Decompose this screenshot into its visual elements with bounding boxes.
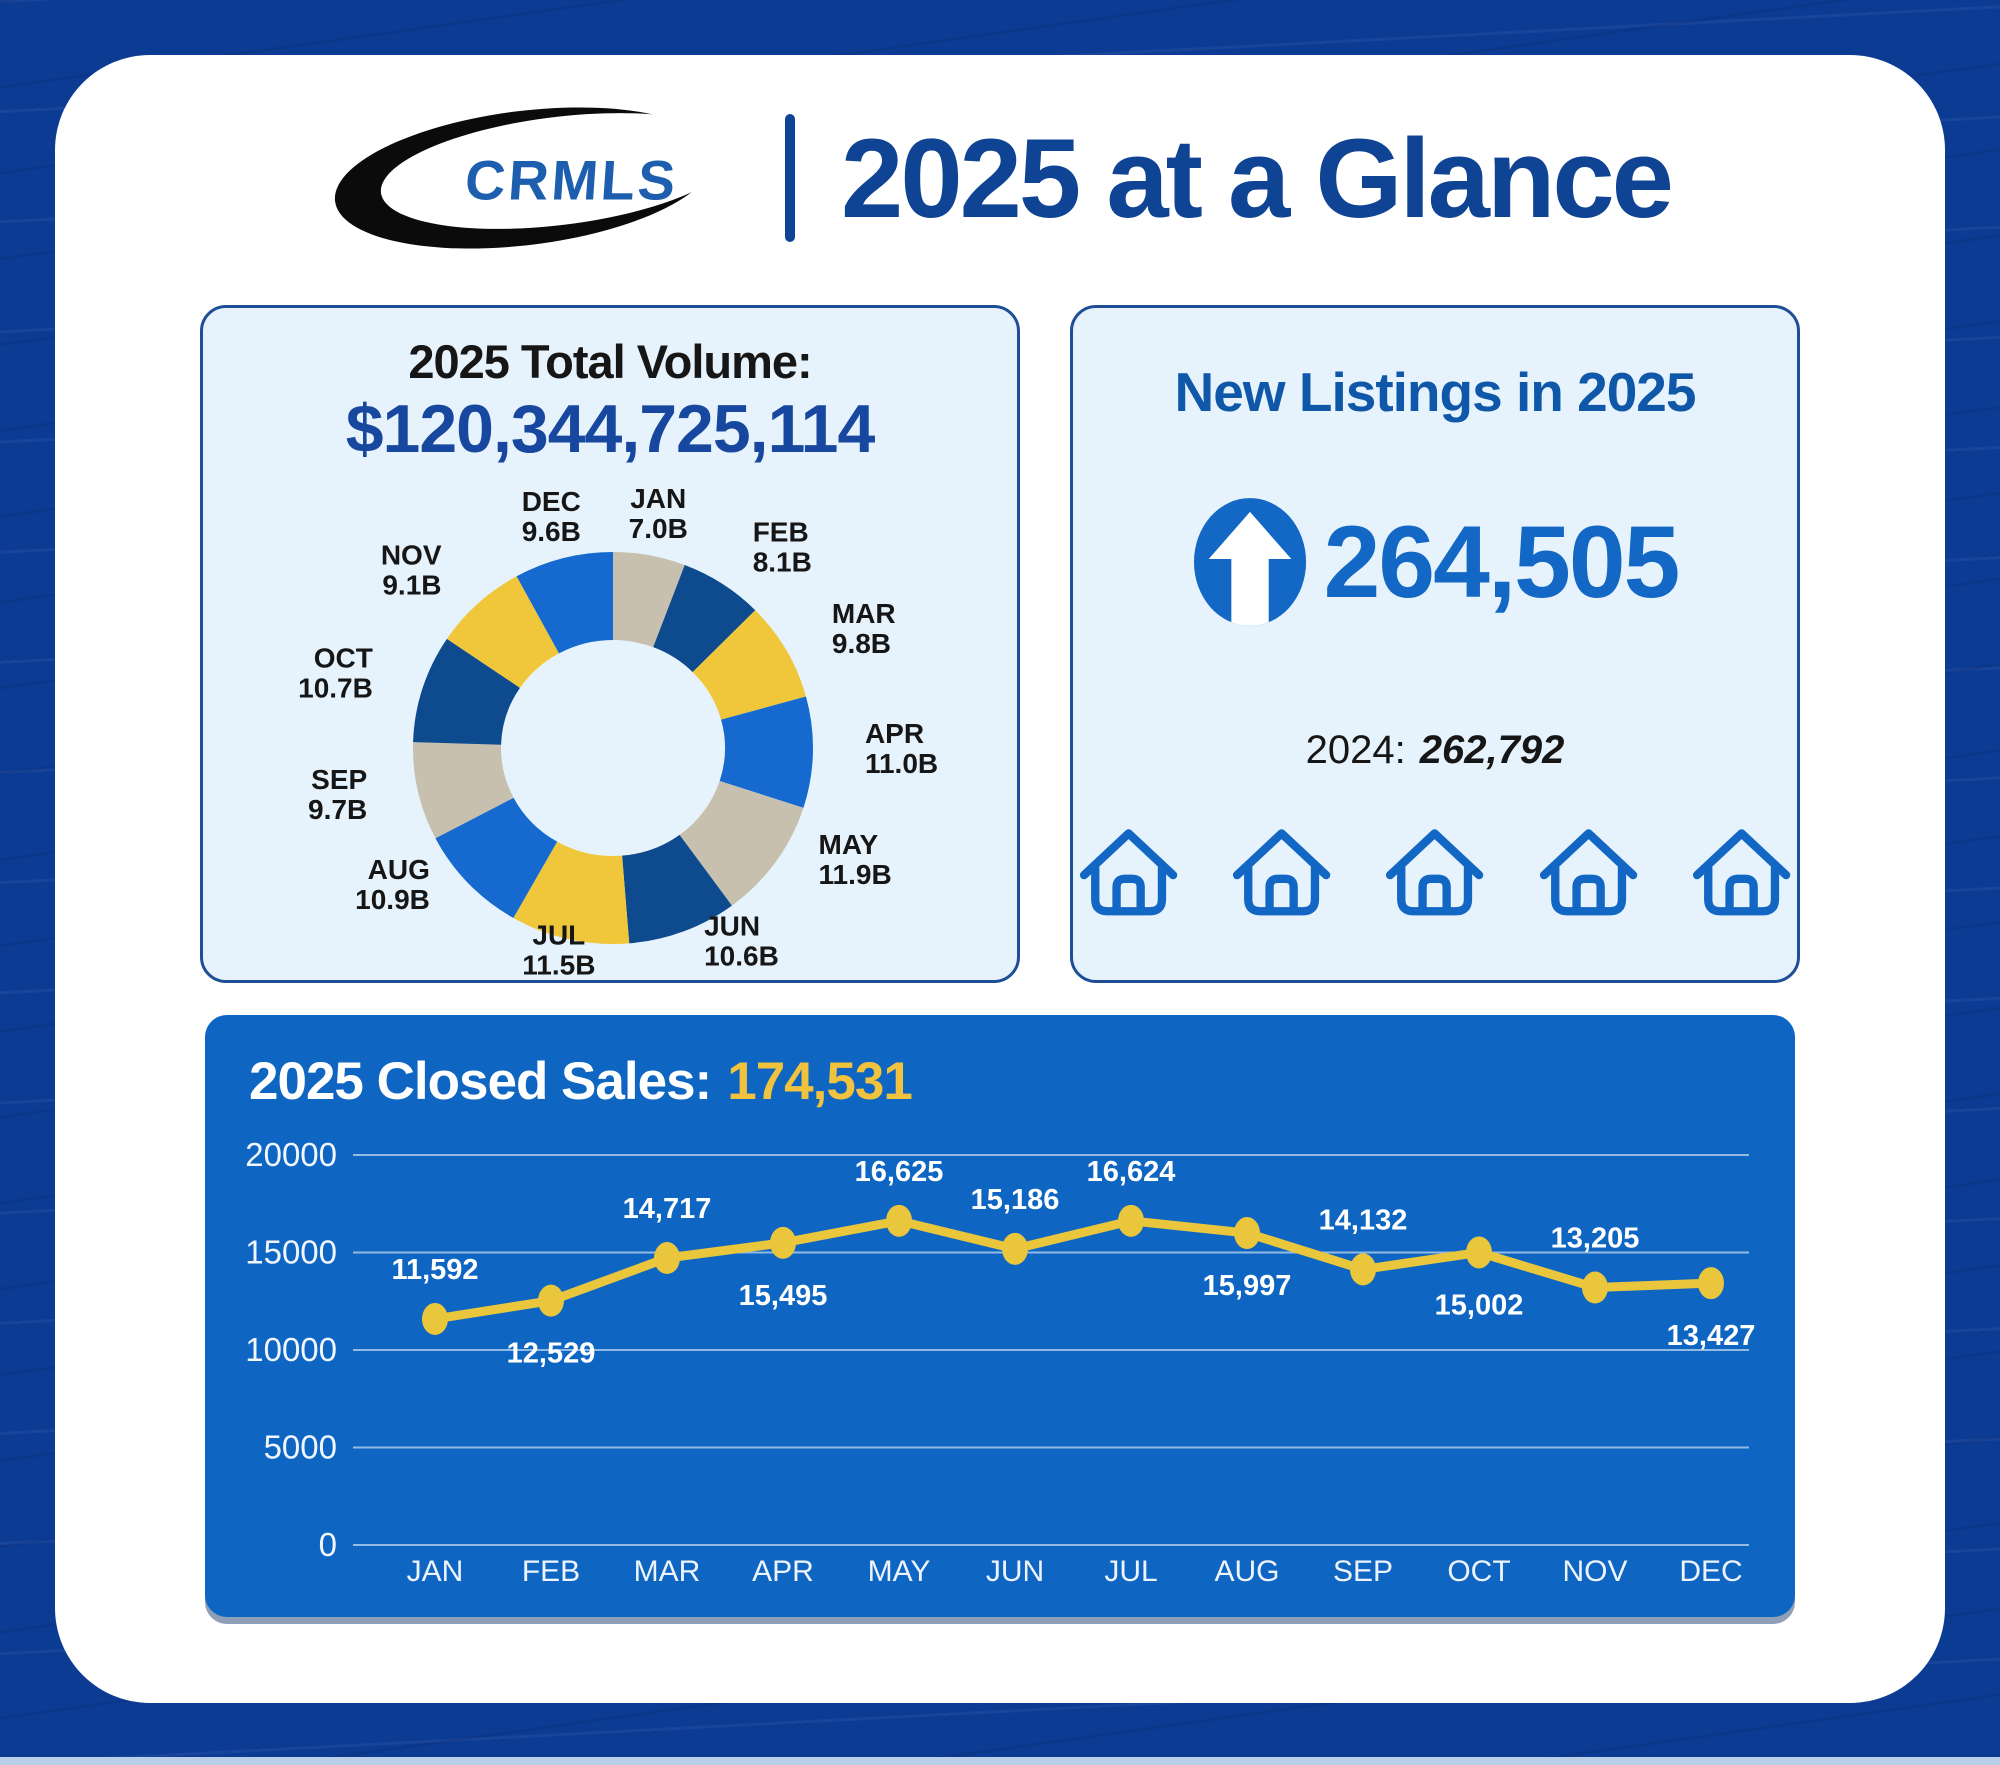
data-point-dec (1698, 1267, 1724, 1300)
closed-sales-heading: 2025 Closed Sales: 174,531 (249, 1051, 913, 1112)
page-title: 2025 at a Glance (841, 115, 1674, 241)
donut-slice-dec (516, 552, 613, 654)
x-axis-label-jan: JAN (407, 1555, 464, 1588)
x-axis-label-dec: DEC (1679, 1555, 1742, 1588)
bottom-accent-strip (0, 1757, 2000, 1765)
donut-slice-may (679, 780, 804, 906)
donut-label-jun: JUN 10.6B (704, 910, 779, 971)
new-listings-title: New Listings in 2025 (1174, 361, 1696, 423)
data-label-may: 16,625 (855, 1156, 944, 1188)
data-label-sep: 14,132 (1319, 1204, 1408, 1236)
data-point-aug (1234, 1217, 1260, 1250)
house-icon (1539, 829, 1637, 916)
data-label-apr: 15,495 (739, 1280, 828, 1312)
data-point-sep (1350, 1253, 1376, 1286)
donut-slice-aug (435, 797, 558, 918)
donut-slice-oct (413, 638, 520, 745)
y-axis-tick-0: 0 (319, 1526, 337, 1563)
previous-year-comparison: 2024: 262,792 (1073, 728, 1797, 773)
donut-slice-sep (413, 742, 514, 839)
crmls-logo: CRMLS (334, 107, 737, 249)
x-axis-label-nov: NOV (1562, 1555, 1627, 1588)
closed-sales-title: 2025 Closed Sales: (249, 1052, 712, 1111)
y-axis-tick-5000: 5000 (264, 1429, 337, 1466)
donut-label-dec: DEC 9.6B (522, 486, 581, 547)
data-label-jun: 15,186 (971, 1184, 1060, 1216)
y-axis-tick-10000: 10000 (245, 1331, 337, 1368)
donut-slice-jan (613, 552, 685, 648)
closed-sales-line (430, 1216, 1716, 1324)
donut-slice-feb (653, 565, 756, 673)
donut-slice-apr (719, 696, 813, 808)
new-listings-count: 264,505 (1323, 504, 1681, 619)
donut-label-aug: AUG 10.9B (355, 854, 430, 915)
previous-year-label: 2024: (1305, 728, 1406, 772)
x-axis-label-oct: OCT (1447, 1555, 1510, 1588)
data-point-nov (1582, 1271, 1608, 1304)
y-axis-tick-15000: 15000 (245, 1234, 337, 1271)
x-axis-label-sep: SEP (1333, 1555, 1393, 1588)
data-point-feb (538, 1284, 564, 1317)
house-icon (1079, 829, 1178, 916)
closed-sales-total: 174,531 (727, 1052, 913, 1111)
data-point-jan (422, 1302, 448, 1335)
y-axis-tick-20000: 20000 (245, 1136, 337, 1173)
data-point-jun (1002, 1232, 1028, 1265)
data-point-may (886, 1204, 912, 1237)
total-volume-panel: 2025 Total Volume: $120,344,725,114 JAN 7… (200, 305, 1020, 983)
donut-slice-mar (692, 610, 806, 720)
new-listings-panel: New Listings in 2025 264,505 2024: 262,79… (1070, 305, 1800, 983)
donut-label-jan: JAN 7.0B (629, 483, 688, 544)
data-label-nov: 13,205 (1551, 1223, 1640, 1255)
data-point-jul (1118, 1204, 1144, 1237)
closed-sales-line-chart: 0 5000 10000 15000 20000 11,592 JAN 12,529 FEB 14… (245, 1136, 1756, 1588)
content-card: CRMLS 2025 at a Glance 2025 Total Volume… (55, 55, 1945, 1703)
house-icon (1386, 829, 1484, 916)
donut-label-apr: APR 11.0B (865, 718, 938, 779)
donut-label-feb: FEB 8.1B (753, 516, 812, 577)
house-icon (1233, 829, 1331, 916)
donut-slice-jul (513, 841, 630, 944)
donut-slice-jun (622, 834, 732, 944)
logo-text: CRMLS (463, 148, 680, 211)
data-label-oct: 15,002 (1435, 1289, 1524, 1321)
house-icons-row (1073, 820, 1797, 920)
donut-label-sep: SEP 9.7B (308, 764, 367, 825)
x-axis-label-feb: FEB (522, 1555, 580, 1588)
x-axis-label-jun: JUN (986, 1555, 1044, 1588)
data-label-feb: 12,529 (507, 1338, 596, 1370)
x-axis-label-apr: APR (752, 1555, 814, 1588)
donut-slice-nov (446, 576, 560, 688)
data-point-oct (1466, 1236, 1492, 1269)
x-axis-label-mar: MAR (634, 1555, 701, 1588)
closed-sales-panel: 2025 Closed Sales: 174,531 0 5000 10000 1500… (205, 1015, 1795, 1617)
x-axis-label-may: MAY (868, 1555, 931, 1588)
previous-year-value: 262,792 (1419, 728, 1565, 772)
data-label-mar: 14,717 (623, 1193, 712, 1225)
data-point-mar (654, 1242, 680, 1275)
x-axis-label-jul: JUL (1104, 1555, 1157, 1588)
new-listings-count-row: 264,505 (1073, 496, 1797, 628)
data-label-aug: 15,997 (1203, 1270, 1292, 1302)
up-arrow-icon (1193, 498, 1306, 626)
data-label-jan: 11,592 (391, 1254, 478, 1286)
data-point-apr (770, 1226, 796, 1259)
total-volume-title: 2025 Total Volume: (408, 335, 812, 388)
house-icon (1692, 829, 1791, 916)
donut-label-may: MAY 11.9B (819, 829, 892, 890)
donut-label-jul: JUL 11.5B (522, 919, 595, 980)
donut-label-mar: MAR 9.8B (832, 598, 896, 659)
x-axis-label-aug: AUG (1214, 1555, 1279, 1588)
donut-label-oct: OCT 10.7B (298, 643, 373, 704)
monthly-volume-donut-chart: JAN 7.0B FEB 8.1B MAR 9.8B APR 11.0B MAY 11.9B JUN… (298, 483, 938, 981)
header-divider (785, 114, 796, 242)
total-volume-amount: $120,344,725,114 (345, 391, 876, 467)
data-label-jul: 16,624 (1087, 1156, 1176, 1188)
data-label-dec: 13,427 (1667, 1320, 1756, 1352)
header: CRMLS 2025 at a Glance (55, 93, 1945, 263)
donut-label-nov: NOV 9.1B (381, 539, 442, 600)
